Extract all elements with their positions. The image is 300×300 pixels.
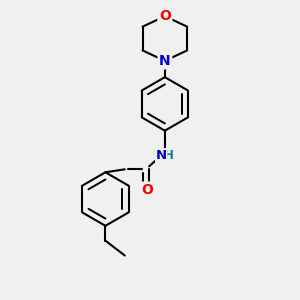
Text: N: N [159, 54, 171, 68]
Text: O: O [159, 9, 171, 23]
Text: O: O [141, 183, 153, 197]
Text: H: H [164, 149, 173, 162]
Text: N: N [156, 149, 167, 162]
